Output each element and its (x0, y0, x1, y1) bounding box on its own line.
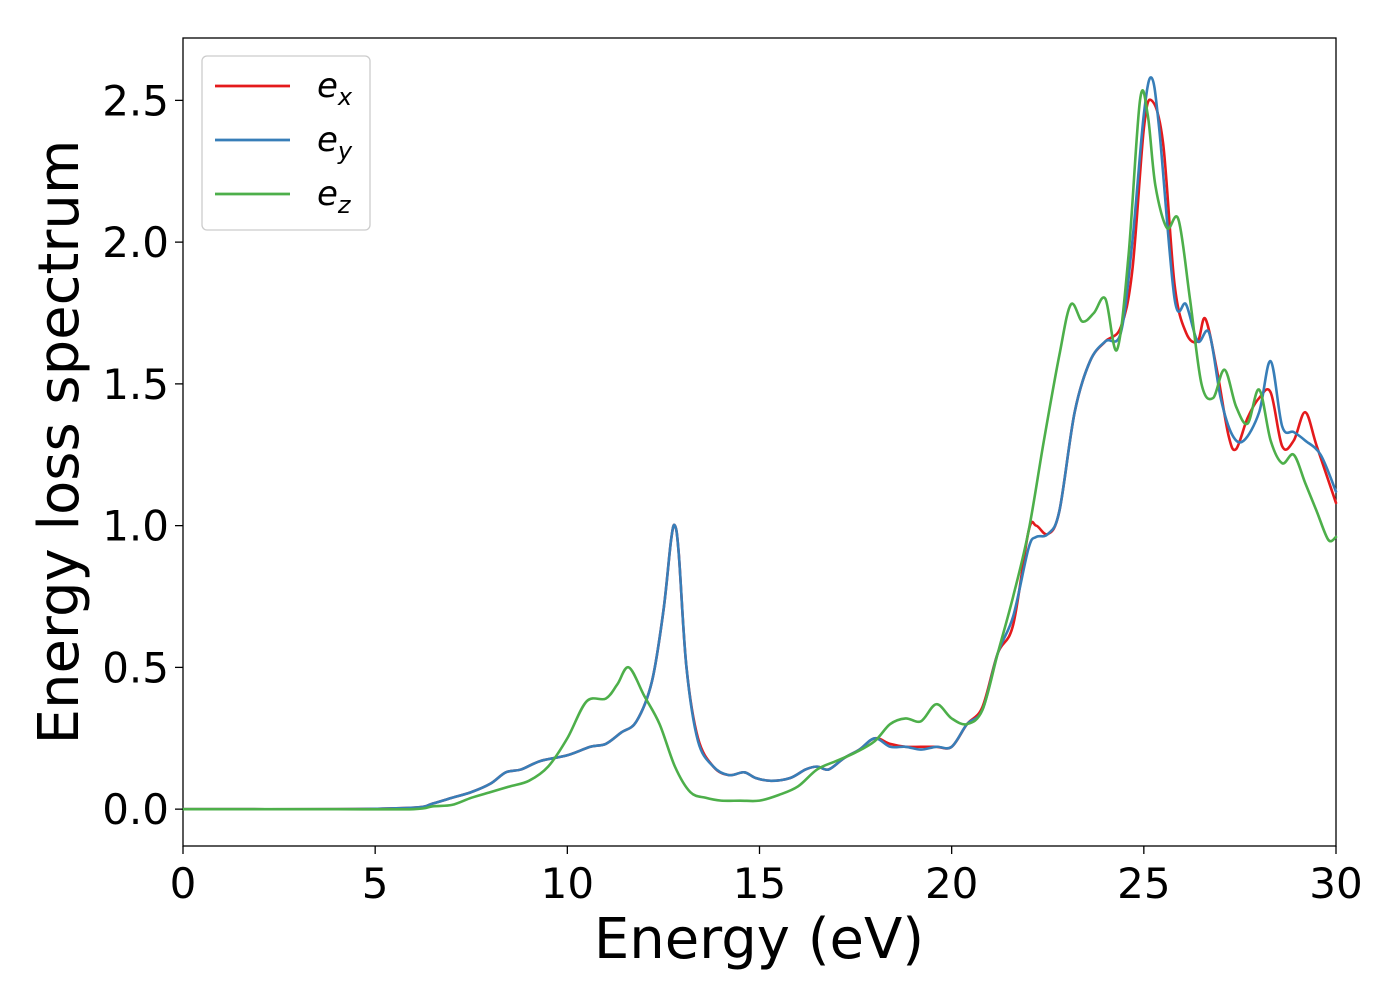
legend-items: ex ey ez (215, 66, 353, 219)
y-tick-label: 2.5 (102, 76, 169, 125)
y-tick-label: 0.5 (102, 643, 169, 692)
x-tick-label: 5 (362, 859, 389, 908)
series-layer (181, 76, 1338, 811)
x-tick-label: 20 (925, 859, 978, 908)
y-tick-label: 0.0 (102, 785, 169, 834)
legend-label-ex: ex (317, 66, 353, 111)
y-tick-label: 1.5 (102, 360, 169, 409)
legend: ex ey ez (201, 55, 371, 231)
x-tick-label: 0 (170, 859, 197, 908)
legend-box (201, 55, 371, 231)
legend-label-ey: ey (317, 120, 353, 165)
x-tick-label: 10 (541, 859, 594, 908)
x-tick-label: 25 (1117, 859, 1170, 908)
x-axis-label: Energy (eV) (594, 907, 924, 972)
tick-layer: 0 5 10 15 20 25 30 0.0 0.5 1.0 1.5 2.0 2.5 (102, 76, 1363, 908)
legend-label-ez: ez (317, 174, 352, 219)
y-tick-label: 2.0 (102, 218, 169, 267)
series-line-ey (181, 76, 1338, 811)
y-axis-label: Energy loss spectrum (27, 140, 92, 745)
series-line-ez (181, 89, 1338, 811)
x-tick-label: 30 (1309, 859, 1362, 908)
x-tick-label: 15 (733, 859, 786, 908)
y-tick-label: 1.0 (102, 502, 169, 551)
